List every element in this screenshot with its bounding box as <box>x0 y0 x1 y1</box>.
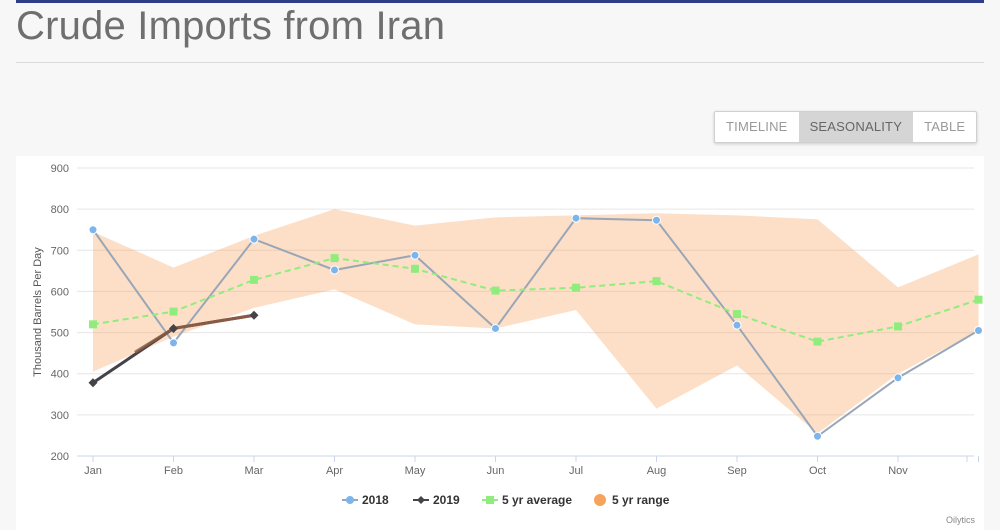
legend-label: 2018 <box>362 493 389 507</box>
point-2018 <box>813 431 822 441</box>
y-tick-label: 900 <box>51 163 69 175</box>
y-tick-label: 300 <box>51 410 69 422</box>
point-2018 <box>974 326 983 336</box>
tab-seasonality[interactable]: SEASONALITY <box>798 112 914 142</box>
point-2019 <box>88 378 98 388</box>
point-5yr-average <box>894 322 902 331</box>
chart-card: 200 300 400 500 600 700 800 900 Thousand Barrels… <box>16 156 984 530</box>
point-5yr-average <box>652 277 661 286</box>
point-5yr-average <box>733 310 741 319</box>
chart-credit: Oilytics <box>946 515 975 525</box>
legend-marker-diamond <box>417 496 425 504</box>
x-tick-label: Feb <box>164 465 183 477</box>
series-line-2019-overlay <box>173 313 255 330</box>
x-tick-label: Sep <box>727 465 747 477</box>
x-tick-label: May <box>405 465 426 477</box>
seasonality-chart: 200 300 400 500 600 700 800 900 Thousand Barrels… <box>32 163 983 507</box>
y-tick-label: 700 <box>51 245 69 257</box>
legend-item: 5 yr average <box>482 493 572 507</box>
tab-timeline[interactable]: TIMELINE <box>726 119 788 134</box>
point-5yr-average <box>89 320 97 329</box>
point-2018 <box>732 320 742 330</box>
point-2018 <box>652 215 661 225</box>
point-5yr-average <box>330 254 339 263</box>
tab-table[interactable]: TABLE <box>924 119 966 134</box>
point-2018 <box>88 225 98 235</box>
legend-label: 2019 <box>433 493 460 507</box>
point-5yr-average <box>250 275 258 284</box>
point-2018 <box>571 213 581 223</box>
x-tick-label: Apr <box>326 465 343 477</box>
legend-marker-square <box>486 496 494 504</box>
point-5yr-average <box>974 295 983 304</box>
x-tick-label: Nov <box>888 465 908 477</box>
legend-marker-range <box>594 494 606 506</box>
y-tick-label: 800 <box>51 204 69 216</box>
point-2019 <box>169 323 178 333</box>
point-5yr-average <box>572 283 580 292</box>
range-area <box>93 209 979 434</box>
point-2019 <box>249 310 259 320</box>
x-tick-label: Jul <box>569 465 583 477</box>
point-2018 <box>249 234 259 244</box>
point-5yr-average <box>169 307 178 316</box>
series-line-2018 <box>92 217 980 438</box>
legend-marker-circle <box>346 496 354 504</box>
view-tabs: TIMELINE SEASONALITY TABLE <box>714 111 978 143</box>
point-2018 <box>893 373 903 383</box>
legend-item: 2018 <box>342 493 389 507</box>
title-divider <box>16 62 984 63</box>
y-tick-label: 500 <box>51 328 69 340</box>
top-accent-rule <box>16 0 984 3</box>
y-tick-label: 400 <box>51 369 69 381</box>
x-tick-label: Oct <box>809 465 826 477</box>
point-2018 <box>491 323 500 333</box>
legend-label: 5 yr range <box>612 493 670 507</box>
series-line-2019-overlay <box>134 327 175 354</box>
legend-label: 5 yr average <box>502 493 572 507</box>
y-tick-label: 600 <box>51 286 69 298</box>
point-5yr-average <box>491 286 500 295</box>
point-2018 <box>410 250 420 260</box>
series-line-5yr-average <box>92 257 979 343</box>
point-2018 <box>169 338 178 348</box>
page-title: Crude Imports from Iran <box>16 4 446 48</box>
point-2018 <box>330 265 339 275</box>
point-5yr-average <box>411 264 419 273</box>
legend-item: 2019 <box>413 493 460 507</box>
legend-item: 5 yr range <box>594 493 670 507</box>
x-tick-label: Jun <box>487 465 505 477</box>
y-tick-label: 200 <box>51 451 69 463</box>
x-tick-label: Aug <box>647 465 667 477</box>
point-5yr-average <box>813 337 822 346</box>
x-tick-label: Mar <box>245 465 264 477</box>
x-tick-label: Jan <box>84 465 102 477</box>
y-axis-title: Thousand Barrels Per Day <box>32 247 44 377</box>
